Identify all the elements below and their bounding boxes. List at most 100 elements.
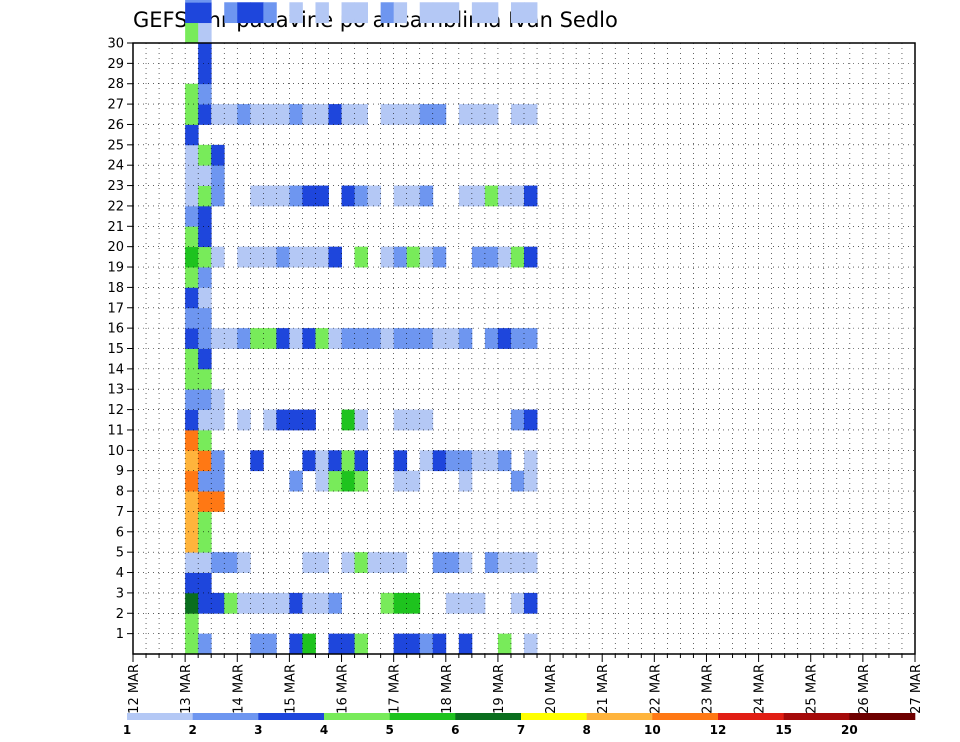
heatmap-cell — [302, 409, 316, 431]
legend-swatch — [389, 713, 456, 720]
x-tick-label: 20 MAR — [544, 664, 559, 714]
heatmap-cell — [185, 104, 199, 125]
heatmap-cell — [458, 104, 473, 125]
heatmap-cell — [393, 450, 408, 472]
heatmap-cell — [367, 552, 382, 573]
legend-label: 10 — [644, 723, 661, 737]
heatmap-cell — [341, 2, 355, 24]
heatmap-cell — [185, 633, 199, 655]
heatmap-cell — [185, 389, 199, 410]
heatmap-cell — [185, 470, 199, 492]
legend-swatch — [258, 713, 325, 720]
heatmap-cell — [198, 328, 212, 349]
heatmap-cell — [250, 328, 264, 349]
heatmap-cell — [406, 470, 421, 492]
y-tick-label: 25 — [107, 138, 124, 153]
heatmap-cell — [328, 328, 342, 349]
heatmap-cell — [406, 592, 421, 614]
legend-swatch — [849, 713, 916, 720]
heatmap-cell — [250, 185, 264, 207]
heatmap-cell — [185, 613, 199, 635]
heatmap-cell — [432, 633, 447, 655]
heatmap-cell — [302, 592, 316, 614]
y-tick-label: 24 — [107, 159, 124, 174]
heatmap-cell — [198, 226, 212, 248]
y-tick-label: 16 — [107, 322, 124, 337]
heatmap-cell — [211, 470, 225, 492]
heatmap-cell — [289, 328, 303, 349]
heatmap-cell — [237, 552, 251, 573]
legend-label: 3 — [254, 723, 262, 737]
heatmap-cell — [524, 185, 538, 207]
heatmap-cell — [185, 246, 199, 268]
heatmap-cell — [211, 246, 225, 268]
heatmap-cell — [393, 552, 408, 573]
heatmap-cell — [185, 226, 199, 248]
heatmap-cell — [198, 0, 212, 3]
heatmap-cell — [524, 592, 538, 614]
heatmap-cell — [524, 246, 538, 268]
x-tick-label: 14 MAR — [231, 664, 246, 714]
heatmap-cell — [224, 552, 238, 573]
y-axis: 1234567891011121314151617181920212223242… — [107, 37, 133, 642]
x-tick-label: 25 MAR — [805, 664, 820, 714]
heatmap-cell — [198, 144, 212, 166]
heatmap-cell — [524, 633, 538, 655]
x-tick-label: 15 MAR — [283, 664, 298, 714]
y-tick-label: 2 — [116, 607, 124, 622]
heatmap-cell — [250, 246, 264, 268]
heatmap-cell — [524, 104, 538, 125]
heatmap-cell — [289, 246, 303, 268]
heatmap-cell — [185, 287, 199, 309]
heatmap-cell — [354, 328, 368, 349]
heatmap-cell — [471, 104, 486, 125]
legend-label: 2 — [188, 723, 196, 737]
heatmap-cell — [198, 389, 212, 410]
heatmap-cell — [341, 409, 355, 431]
heatmap-cell — [250, 2, 264, 24]
heatmap-cell — [471, 592, 486, 614]
grid-lines — [133, 43, 915, 654]
heatmap-cells — [185, 0, 538, 655]
heatmap-cell — [510, 246, 525, 268]
heatmap-cell — [198, 63, 212, 85]
heatmap-cell — [198, 165, 212, 186]
heatmap-cell — [432, 328, 447, 349]
heatmap-cell — [510, 328, 525, 349]
heatmap-cell — [198, 307, 212, 329]
y-tick-label: 17 — [107, 301, 124, 316]
y-tick-label: 19 — [107, 261, 124, 276]
heatmap-cell — [458, 470, 473, 492]
heatmap-cell — [198, 205, 212, 227]
heatmap-cell — [445, 552, 460, 573]
y-tick-label: 3 — [116, 586, 124, 601]
heatmap-cell — [406, 633, 421, 655]
heatmap-cell — [302, 328, 316, 349]
heatmap-cell — [458, 633, 473, 655]
heatmap-cell — [380, 592, 395, 614]
heatmap-cell — [484, 104, 499, 125]
y-tick-label: 12 — [107, 403, 124, 418]
y-tick-label: 9 — [116, 464, 124, 479]
heatmap-cell — [263, 633, 277, 655]
heatmap-cell — [406, 409, 421, 431]
heatmap-cell — [185, 348, 199, 370]
y-tick-label: 28 — [107, 77, 124, 92]
heatmap-cell — [185, 307, 199, 329]
heatmap-cell — [510, 104, 525, 125]
legend-swatch — [192, 713, 259, 720]
legend-swatch — [783, 713, 850, 720]
heatmap-cell — [198, 22, 212, 44]
y-tick-label: 22 — [107, 199, 124, 214]
heatmap-cell — [250, 592, 264, 614]
heatmap-cell — [458, 552, 473, 573]
y-tick-label: 6 — [116, 525, 124, 540]
heatmap-cell — [185, 328, 199, 349]
heatmap-cell — [406, 246, 421, 268]
legend-swatch — [718, 713, 784, 720]
legend-swatch — [324, 713, 390, 720]
heatmap-cell — [198, 511, 212, 533]
heatmap-cell — [237, 592, 251, 614]
heatmap-cell — [211, 104, 225, 125]
heatmap-cell — [250, 633, 264, 655]
